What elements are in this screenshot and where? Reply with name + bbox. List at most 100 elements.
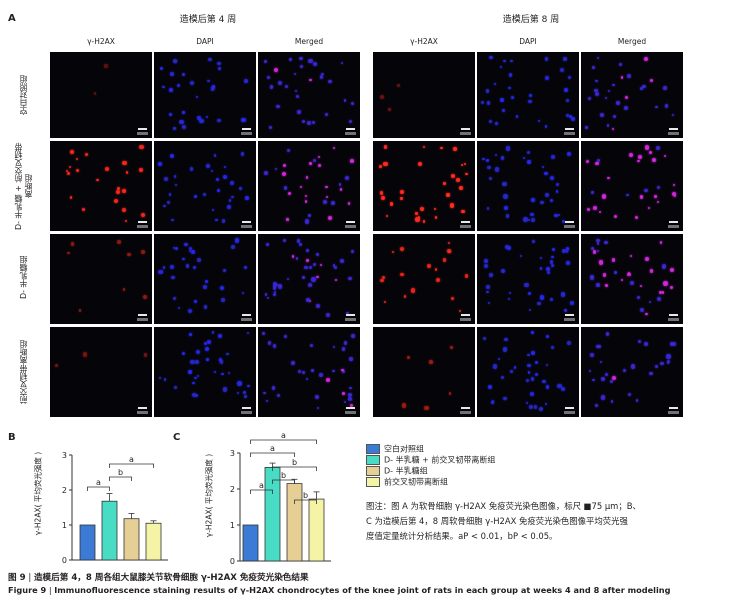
nucleus-dot [456,177,461,183]
nucleus-dot [443,182,446,185]
nucleus-dot [535,372,539,376]
nucleus-dot [315,252,320,256]
nucleus-dot [549,175,554,180]
nucleus-dot [648,300,652,304]
nucleus-dot [291,255,294,258]
nucleus-dot [308,161,312,165]
nucleus-dot [230,180,235,185]
nucleus-dot [381,195,386,200]
nucleus-dot [243,391,247,394]
scale-bar [242,128,251,130]
significance-bracket [87,486,110,491]
nucleus-dot [195,393,199,397]
nucleus-dot [488,385,493,390]
scale-bar [669,221,678,223]
nucleus-dot [623,106,628,111]
nucleus-dot [286,277,290,281]
nucleus-dot [219,359,224,364]
nucleus-dot [283,163,287,168]
nucleus-dot [626,74,631,78]
nucleus-dot [321,72,324,76]
nucleus-dot [594,91,599,96]
nucleus-dot [283,334,287,338]
nucleus-dot [116,240,121,245]
nucleus-dot [75,157,79,161]
nucleus-dot [531,331,535,335]
nucleus-dot [495,154,498,157]
nucleus-dot [666,354,671,359]
nucleus-dot [595,403,599,408]
nucleus-dot [400,272,404,277]
nucleus-dot [272,286,277,290]
nucleus-dot [488,176,492,180]
nucleus-dot [79,309,82,312]
nucleus-dot [613,271,617,274]
nucleus-dot [221,297,226,302]
scale-bar [346,128,355,130]
nucleus-dot [486,207,489,210]
nucleus-dot [598,210,602,214]
micrograph-tile [154,327,256,417]
bar [123,518,140,561]
nucleus-dot [629,281,634,286]
nucleus-dot [345,175,350,180]
nucleus-dot [508,87,511,90]
nucleus-dot [550,346,554,350]
nucleus-dot [542,379,546,384]
nucleus-dot [383,161,388,167]
nucleus-dot [212,84,215,88]
nucleus-dot [543,171,548,176]
nucleus-dot [328,215,333,221]
micrograph-tile [581,52,683,138]
significance-label: b [118,468,123,477]
nucleus-dot [223,269,227,273]
nucleus-dot [537,301,541,306]
nucleus-dot [316,406,320,410]
bar [101,500,118,561]
nucleus-dot [197,116,201,120]
nucleus-dot [383,300,387,304]
nucleus-dot [67,251,70,255]
nucleus-dot [539,267,543,270]
nucleus-dot [545,192,550,198]
nucleus-dot [160,67,163,70]
nucleus-dot [194,376,197,380]
nucleus-dot [666,361,670,365]
nucleus-dot [598,260,604,265]
nucleus-dot [611,127,614,131]
y-tick-label: 0 [62,556,67,565]
nucleus-dot [656,146,661,150]
nucleus-dot [592,66,596,70]
nucleus-dot [305,259,309,263]
nucleus-dot [141,212,146,217]
scale-bar [346,314,355,316]
nucleus-dot [544,125,548,128]
col-head-h2ax-w8: γ-H2AX [410,37,438,46]
nucleus-dot [485,89,490,93]
nucleus-dot [624,95,629,99]
nucleus-dot [544,56,549,61]
nucleus-dot [670,285,674,290]
nucleus-dot [656,186,660,190]
nucleus-dot [600,113,605,118]
nucleus-dot [341,61,344,65]
nucleus-dot [567,75,572,80]
nucleus-dot [671,113,675,116]
nucleus-dot [660,361,664,366]
nucleus-dot [639,195,644,199]
nucleus-dot [181,73,185,77]
nucleus-dot [181,351,185,355]
scale-bar [138,128,147,130]
nucleus-dot [604,240,608,245]
significance-bracket [294,499,317,504]
nucleus-dot [605,96,608,99]
nucleus-dot [139,168,144,172]
nucleus-dot [194,360,199,365]
nucleus-dot [311,120,315,124]
scale-bar [565,221,574,223]
legend-swatch [366,466,380,476]
nucleus-dot [623,368,627,373]
nucleus-dot [459,309,462,313]
scale-bar [242,221,251,223]
